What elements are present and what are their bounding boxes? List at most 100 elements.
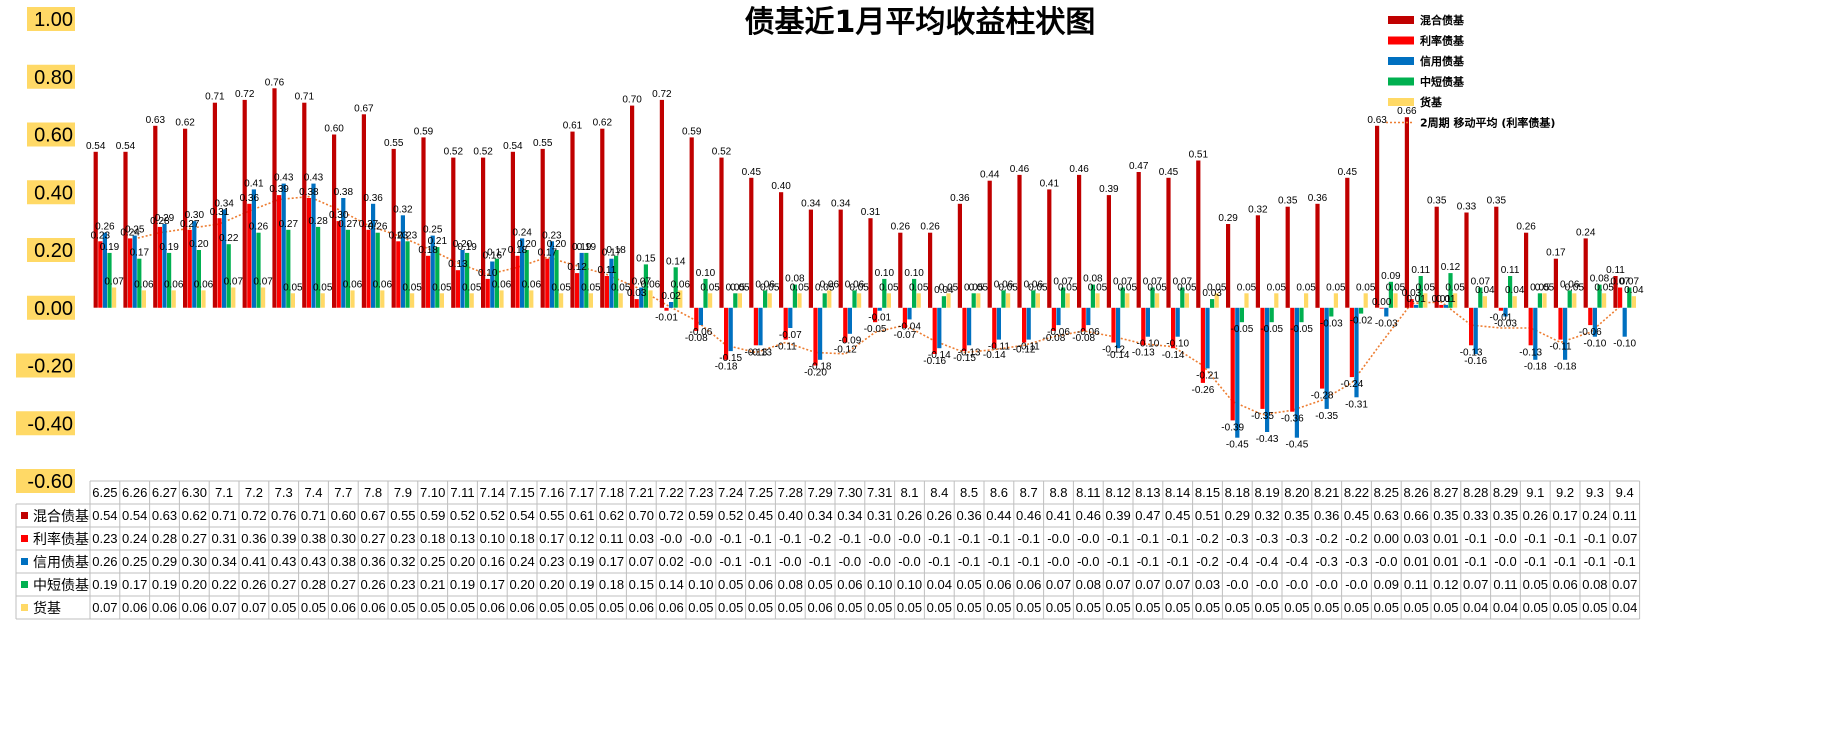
bar-series-5 — [201, 290, 206, 308]
table-cell: -0.4 — [1226, 554, 1248, 569]
data-label: 0.67 — [354, 103, 374, 114]
bar-series-3 — [1145, 307, 1150, 337]
legend-swatch — [1388, 57, 1414, 65]
y-tick-label-bg — [16, 411, 75, 436]
data-label: 0.46 — [1069, 164, 1089, 175]
table-cell: 0.05 — [1433, 600, 1458, 615]
table-cell: 0.30 — [182, 554, 207, 569]
bar-series-2 — [396, 241, 401, 308]
data-label: -0.12 — [1013, 344, 1036, 355]
table-cell: 0.45 — [1344, 508, 1369, 523]
x-tick-label: 8.22 — [1344, 485, 1369, 500]
data-label: 0.05 — [1058, 282, 1078, 293]
bar-series-4 — [1448, 273, 1453, 308]
data-label: 0.05 — [1356, 282, 1376, 293]
bar-series-3 — [1175, 307, 1180, 337]
bar-series-4 — [524, 250, 529, 308]
data-label: 0.30 — [185, 210, 205, 221]
bar-series-4 — [316, 226, 321, 308]
data-label: 0.05 — [1177, 282, 1197, 293]
bar-series-2 — [1498, 307, 1503, 311]
bar-series-1 — [719, 157, 724, 308]
table-cell: -0.1 — [1166, 531, 1188, 546]
table-cell: 0.62 — [182, 508, 207, 523]
table-cell: 0.71 — [301, 508, 326, 523]
table-cell: 0.05 — [1105, 600, 1130, 615]
table-cell: -0.0 — [1494, 554, 1516, 569]
bar-series-3 — [549, 241, 554, 308]
table-legend-key — [21, 535, 28, 542]
bar-series-5 — [1304, 293, 1309, 308]
data-label: 0.05 — [1296, 282, 1316, 293]
data-label: -0.20 — [804, 368, 827, 379]
table-cell: -0.0 — [1494, 531, 1516, 546]
table-cell: 0.47 — [1135, 508, 1160, 523]
bar-series-3 — [907, 307, 912, 320]
data-label: 0.05 — [1267, 282, 1287, 293]
data-label: -0.15 — [953, 353, 976, 364]
table-cell: -0.0 — [690, 554, 712, 569]
data-label: 0.26 — [95, 222, 115, 233]
data-label: 0.34 — [831, 199, 851, 210]
table-cell: 0.05 — [1046, 600, 1071, 615]
bar-series-4 — [1388, 281, 1393, 308]
table-cell: 0.76 — [271, 508, 296, 523]
data-label: 0.05 — [760, 282, 780, 293]
data-label: -0.10 — [1166, 339, 1189, 350]
y-tick-label-bg — [27, 180, 75, 205]
table-cell: 0.05 — [807, 577, 832, 592]
data-label: -0.11 — [988, 342, 1010, 353]
x-tick-label: 8.7 — [1020, 485, 1038, 500]
table-cell: 0.06 — [360, 600, 385, 615]
data-label: 0.52 — [712, 147, 732, 158]
table-cell: 0.08 — [1076, 577, 1101, 592]
data-label: 0.60 — [324, 124, 344, 135]
bar-series-5 — [1006, 293, 1011, 308]
table-cell: 0.16 — [480, 554, 505, 569]
data-label: 0.31 — [210, 207, 230, 218]
table-cell: 0.34 — [807, 508, 832, 523]
data-label: -0.03 — [1375, 318, 1398, 329]
table-cell: 0.36 — [956, 508, 981, 523]
bar-series-2 — [992, 307, 997, 349]
table-cell: 0.29 — [1225, 508, 1250, 523]
data-label: 0.06 — [343, 279, 363, 290]
table-cell: 0.06 — [986, 577, 1011, 592]
table-cell: 0.41 — [241, 554, 266, 569]
bar-series-2 — [1618, 287, 1623, 308]
bar-series-1 — [1375, 125, 1380, 308]
table-cell: 0.20 — [182, 577, 207, 592]
y-tick-label: 0.00 — [34, 298, 73, 320]
bar-series-5 — [320, 293, 325, 308]
table-cell: 0.05 — [1284, 600, 1309, 615]
y-tick-label-bg — [27, 238, 75, 262]
data-label: -0.43 — [1256, 434, 1279, 445]
table-cell: 0.20 — [509, 577, 534, 592]
bar-series-3 — [222, 209, 227, 308]
x-tick-label: 8.13 — [1135, 485, 1160, 500]
bar-series-1 — [93, 151, 98, 308]
data-label: 0.24 — [512, 227, 532, 238]
legend-swatch — [1388, 36, 1414, 45]
chart-title: 债基近1月平均收益柱状图 — [745, 5, 1096, 40]
bar-series-4 — [286, 229, 291, 308]
bar-series-3 — [818, 307, 823, 360]
table-cell: 0.06 — [748, 577, 773, 592]
table-cell: -0.1 — [1137, 554, 1159, 569]
data-label: 0.43 — [274, 173, 294, 184]
bar-series-4 — [1478, 287, 1483, 308]
bar-series-5 — [588, 293, 593, 308]
data-label: 0.07 — [1053, 277, 1073, 288]
bar-series-4 — [643, 264, 648, 308]
data-label: 0.11 — [1606, 265, 1625, 276]
table-cell: 0.03 — [1195, 577, 1220, 592]
data-label: 0.28 — [308, 216, 328, 227]
data-label: 0.23 — [91, 230, 111, 241]
bar-series-3 — [609, 258, 614, 308]
table-cell: 0.11 — [1613, 508, 1637, 523]
bar-series-3 — [400, 215, 405, 308]
bar-series-3 — [102, 232, 107, 308]
table-cell: 0.10 — [867, 577, 892, 592]
x-tick-label: 8.26 — [1403, 485, 1428, 500]
data-label: 0.07 — [1113, 277, 1133, 288]
